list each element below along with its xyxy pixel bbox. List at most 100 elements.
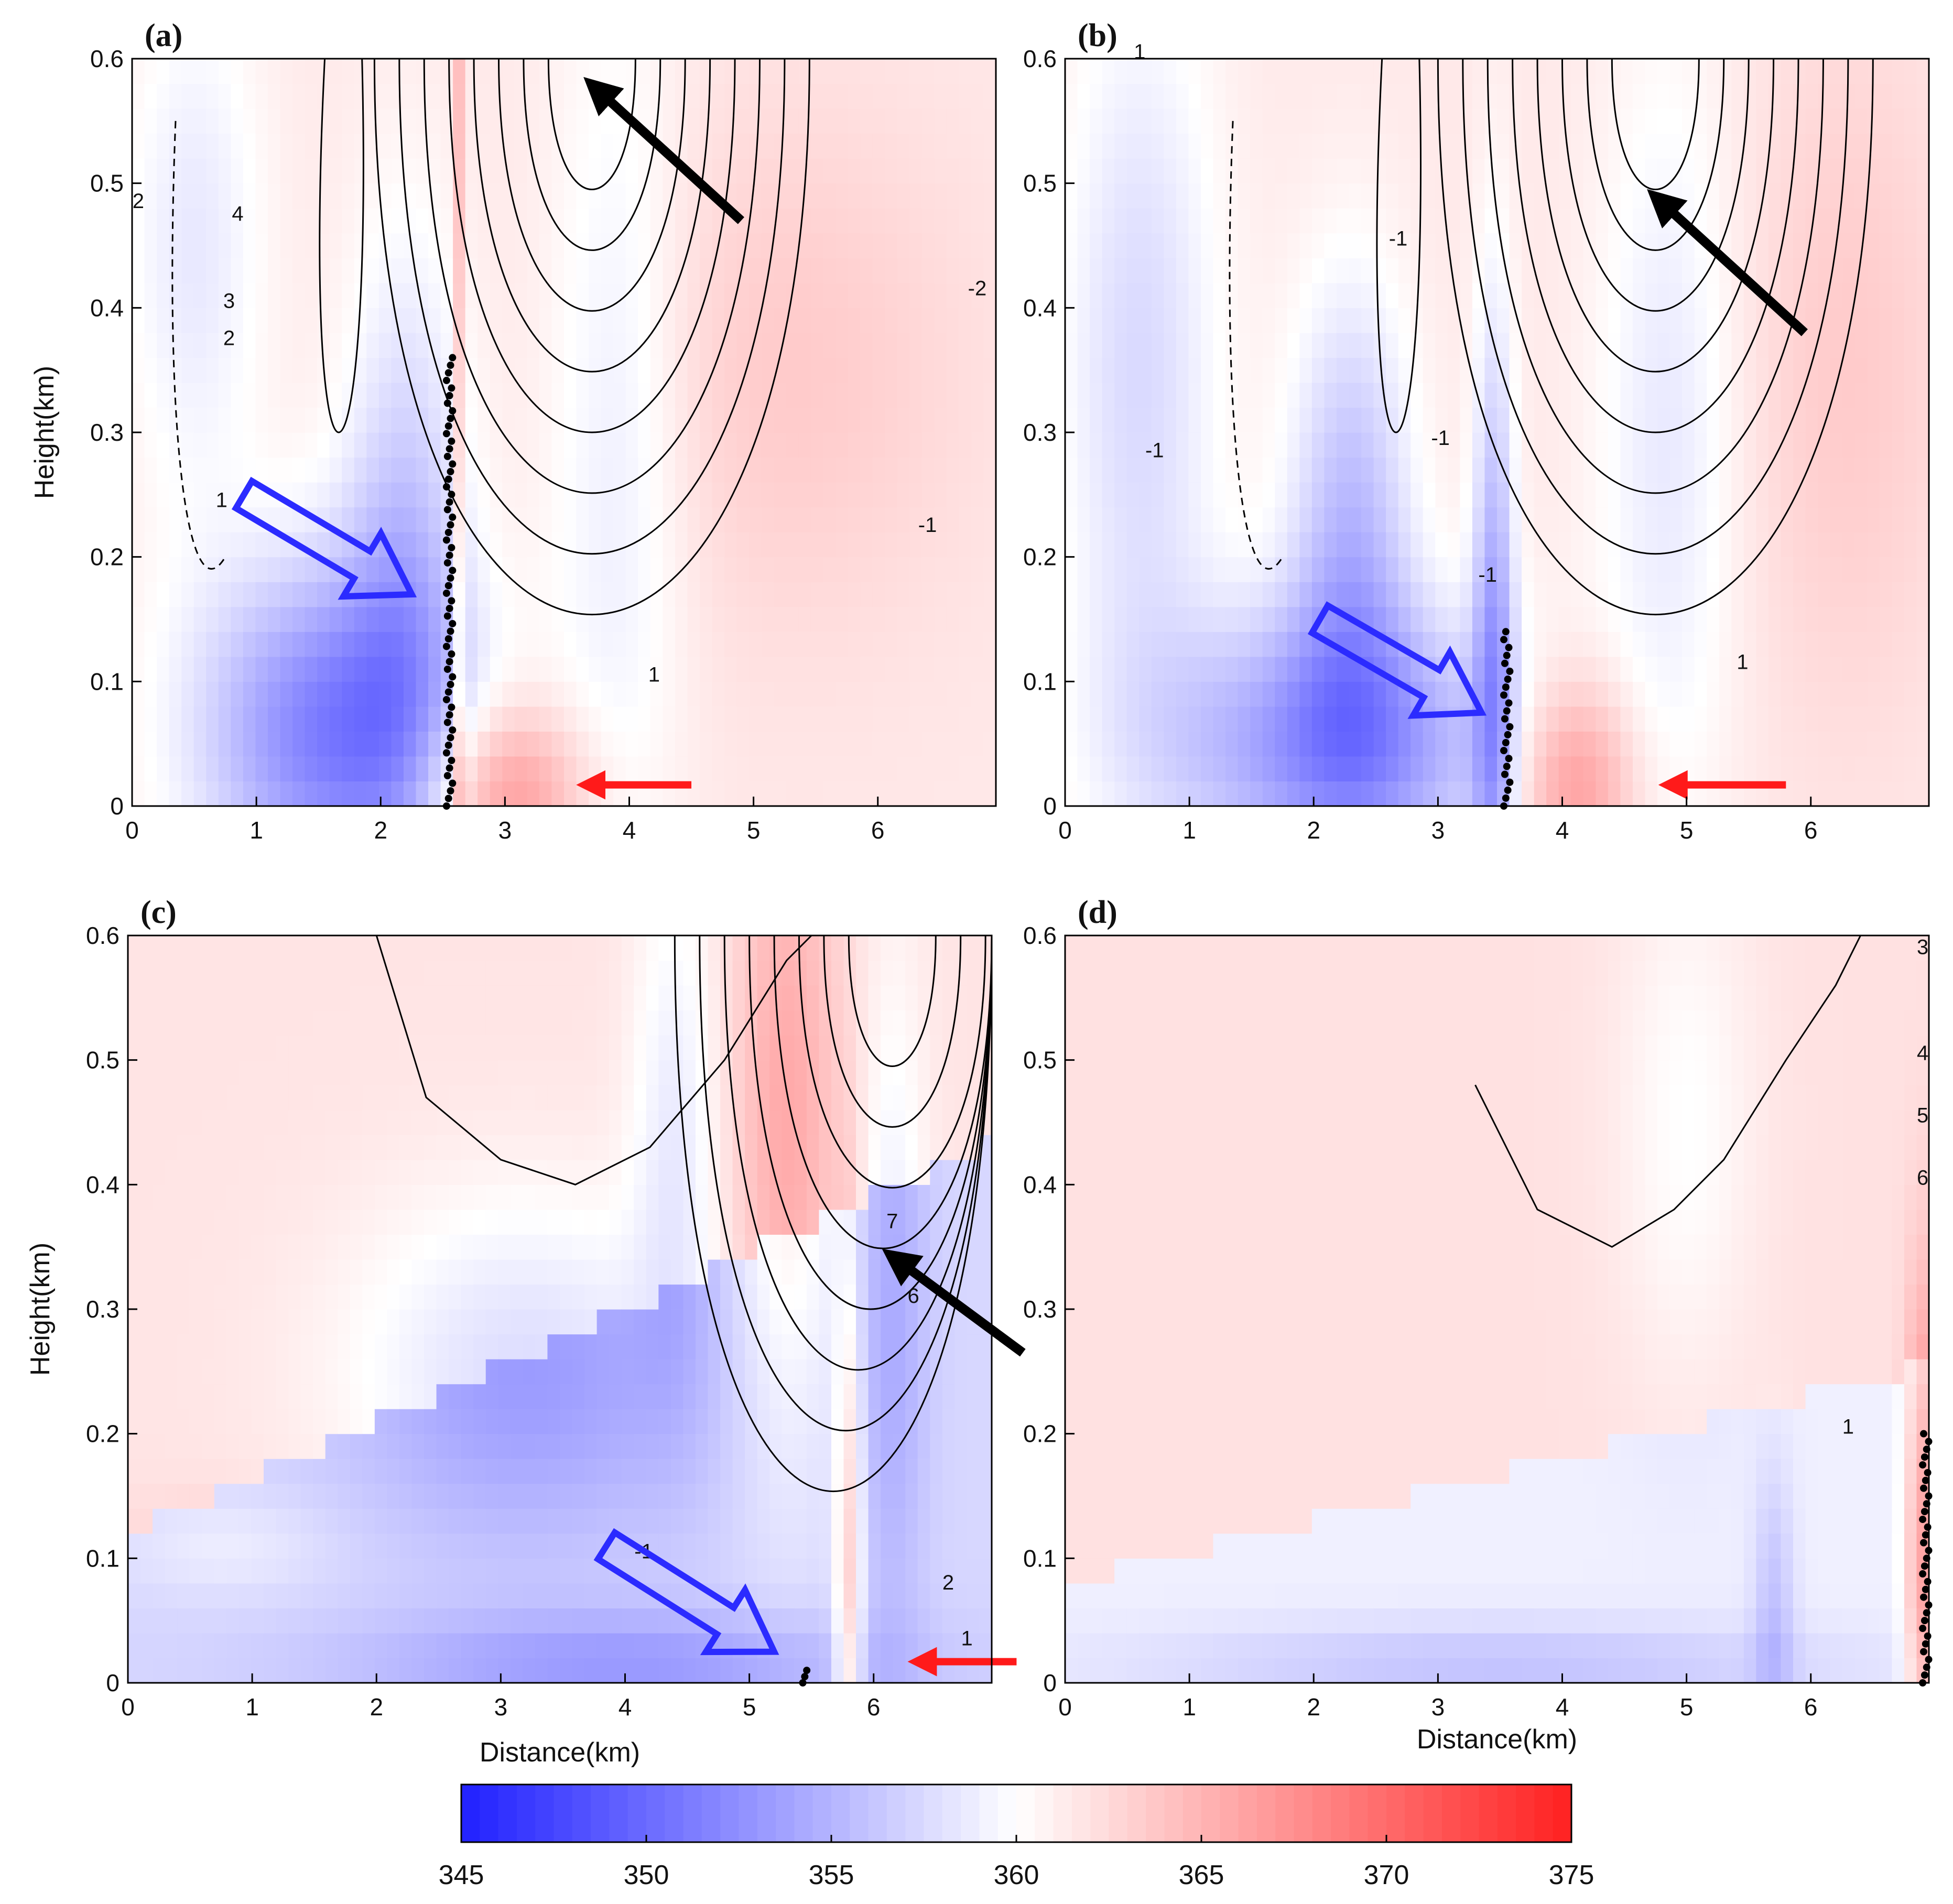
heatmap-cell	[338, 1384, 351, 1409]
heatmap-cell	[502, 382, 515, 408]
heatmap-cell	[1904, 756, 1917, 782]
contour-label: -1	[1145, 439, 1164, 462]
heatmap-cell	[280, 781, 293, 807]
heatmap-cell	[1472, 208, 1485, 234]
heatmap-cell	[885, 83, 898, 109]
heatmap-cell	[1200, 532, 1214, 558]
heatmap-cell	[1398, 133, 1411, 159]
heatmap-cell	[1669, 557, 1683, 582]
heatmap-cell	[1275, 108, 1288, 134]
x-tick-label: 5	[747, 817, 761, 844]
heatmap-cell	[1410, 407, 1424, 433]
heatmap-cell	[564, 83, 577, 109]
heatmap-cell	[848, 208, 861, 234]
heatmap-cell	[206, 756, 219, 782]
heatmap-cell	[909, 532, 923, 558]
heatmap-cell	[675, 308, 688, 333]
heatmap-cell	[181, 632, 194, 657]
x-tick-label: 5	[1680, 817, 1694, 844]
heatmap-cell	[403, 432, 417, 458]
heatmap-cell	[576, 632, 589, 657]
heatmap-cell	[1275, 706, 1288, 732]
heatmap-cell	[366, 606, 379, 632]
heatmap-cell	[144, 332, 157, 358]
front-dot	[1504, 676, 1512, 683]
heatmap-cell	[934, 332, 947, 358]
heatmap-cell	[897, 482, 910, 508]
heatmap-cell	[280, 507, 293, 532]
heatmap-cell	[1879, 656, 1892, 682]
heatmap-cell	[1830, 706, 1843, 732]
heatmap-cell	[1645, 731, 1658, 757]
heatmap-cell	[699, 557, 713, 582]
heatmap-cell	[1669, 133, 1683, 159]
heatmap-cell	[1386, 183, 1399, 209]
heatmap-cell	[206, 282, 219, 308]
heatmap-cell	[589, 432, 602, 458]
heatmap-cell	[1287, 557, 1300, 582]
heatmap-cell	[1867, 407, 1880, 433]
heatmap-cell	[276, 1459, 289, 1484]
heatmap-cell	[226, 1658, 240, 1683]
heatmap-cell	[810, 706, 823, 732]
heatmap-cell	[305, 681, 318, 707]
heatmap-cell	[1077, 133, 1090, 159]
heatmap-cell	[1719, 582, 1732, 607]
front-dot	[449, 779, 457, 787]
heatmap-cell	[1065, 407, 1078, 433]
heatmap-cell	[1188, 158, 1201, 184]
heatmap-cell	[946, 632, 959, 657]
heatmap-cell	[810, 382, 823, 408]
heatmap-cell	[1077, 532, 1090, 558]
heatmap-cell	[1349, 59, 1362, 84]
heatmap-cell	[736, 183, 750, 209]
heatmap-cell	[1398, 108, 1411, 134]
heatmap-cell	[798, 133, 811, 159]
heatmap-cell	[1250, 706, 1263, 732]
heatmap-cell	[1657, 756, 1670, 782]
heatmap-cell	[1188, 282, 1201, 308]
heatmap-cell	[625, 482, 638, 508]
heatmap-cell	[798, 756, 811, 782]
heatmap-cell	[539, 158, 552, 184]
heatmap-cell	[1299, 357, 1312, 383]
heatmap-cell	[1336, 781, 1350, 807]
heatmap-cell	[313, 1409, 326, 1434]
heatmap-cell	[1669, 432, 1683, 458]
heatmap-cell	[416, 208, 429, 234]
heatmap-cell	[354, 158, 367, 184]
heatmap-cell	[823, 557, 836, 582]
heatmap-cell	[153, 1483, 166, 1509]
heatmap-cell	[362, 1483, 375, 1509]
heatmap-cell	[1065, 756, 1078, 782]
heatmap-cell	[1781, 582, 1794, 607]
heatmap-cell	[1287, 108, 1300, 134]
heatmap-cell	[276, 1234, 289, 1260]
front-dot	[448, 650, 455, 658]
heatmap-cell	[959, 582, 972, 607]
heatmap-cell	[1373, 183, 1386, 209]
heatmap-cell	[1892, 282, 1905, 308]
heatmap-cell	[202, 1209, 215, 1235]
heatmap-cell	[885, 606, 898, 632]
heatmap-cell	[1497, 557, 1510, 582]
heatmap-cell	[1830, 681, 1843, 707]
heatmap-cell	[539, 482, 552, 508]
heatmap-cell	[140, 1483, 153, 1509]
heatmap-cell	[1497, 83, 1510, 109]
heatmap-cell	[305, 407, 318, 433]
heatmap-cell	[736, 407, 750, 433]
heatmap-cell	[251, 1433, 264, 1459]
heatmap-cell	[1854, 108, 1868, 134]
heatmap-cell	[292, 59, 306, 84]
heatmap-cell	[1571, 133, 1584, 159]
heatmap-cell	[983, 83, 996, 109]
heatmap-cell	[539, 781, 552, 807]
heatmap-cell	[329, 432, 342, 458]
heatmap-cell	[1139, 282, 1152, 308]
heatmap-cell	[971, 706, 984, 732]
heatmap-cell	[601, 308, 614, 333]
heatmap-cell	[1756, 656, 1769, 682]
heatmap-cell	[231, 59, 244, 84]
